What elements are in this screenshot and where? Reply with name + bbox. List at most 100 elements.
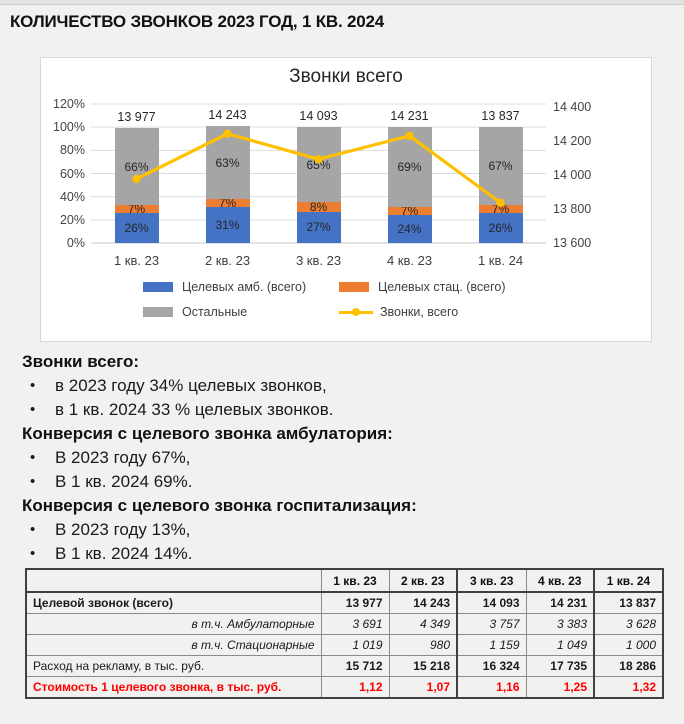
bar-segment: 31% bbox=[205, 207, 250, 243]
legend-item: Целевых амб. (всего) bbox=[143, 280, 339, 294]
note-list: в 2023 году 34% целевых звонков,в 1 кв. … bbox=[22, 374, 667, 422]
left-axis-tick: 80% bbox=[59, 143, 85, 158]
legend-line-swatch bbox=[339, 306, 373, 318]
bar-total-label: 13 837 bbox=[481, 109, 520, 124]
legend-label: Целевых стац. (всего) bbox=[378, 280, 506, 294]
legend-label: Целевых амб. (всего) bbox=[182, 280, 307, 294]
bar-segment-label: 67% bbox=[488, 158, 513, 173]
row-value: 18 286 bbox=[593, 655, 664, 677]
left-axis-tick: 100% bbox=[53, 120, 85, 135]
left-axis-tick: 40% bbox=[59, 189, 85, 204]
bar-total-label: 14 093 bbox=[299, 109, 338, 124]
table-header-cell: 1 кв. 23 bbox=[320, 568, 390, 593]
bar-segment: 7% bbox=[114, 201, 159, 216]
row-value: 15 218 bbox=[388, 655, 458, 677]
legend-line-dot bbox=[352, 308, 360, 316]
table-header-cell: 1 кв. 24 bbox=[593, 568, 664, 593]
bar-total-label: 14 243 bbox=[208, 108, 247, 123]
row-value: 980 bbox=[388, 634, 458, 656]
bar-segment-label: 24% bbox=[397, 222, 422, 237]
row-label: в т.ч. Амбулаторные bbox=[25, 613, 322, 635]
chart-card: Звонки всего 26% 7% 66% 13 977 31% 7% 63% 14 24… bbox=[40, 57, 652, 342]
table-row: Стоимость 1 целевого звонка, в тыс. руб.… bbox=[25, 676, 664, 699]
page-title: КОЛИЧЕСТВО ЗВОНКОВ 2023 ГОД, 1 КВ. 2024 bbox=[10, 12, 385, 31]
bar-segment: 65% bbox=[296, 127, 341, 203]
row-label: Стоимость 1 целевого звонка, в тыс. руб. bbox=[25, 676, 322, 699]
bar-segment: 7% bbox=[205, 196, 250, 211]
bar-segment-label: 7% bbox=[127, 201, 146, 216]
legend-item: Целевых стац. (всего) bbox=[339, 280, 569, 294]
legend-swatch bbox=[339, 282, 369, 292]
row-value: 1 000 bbox=[593, 634, 664, 656]
bar-segment: 66% bbox=[114, 128, 159, 205]
bar-segment-label: 27% bbox=[306, 220, 331, 235]
row-value: 1,07 bbox=[388, 676, 458, 699]
row-label: в т.ч. Стационарные bbox=[25, 634, 322, 656]
bar-segment-label: 7% bbox=[400, 204, 419, 219]
bar-segment: 26% bbox=[114, 212, 159, 243]
bar-segment-label: 31% bbox=[215, 218, 240, 233]
row-value: 1,32 bbox=[593, 676, 664, 699]
note-heading: Конверсия с целевого звонка амбулатория: bbox=[22, 424, 393, 443]
bar-segment-label: 7% bbox=[491, 201, 510, 216]
table-row: в т.ч. Стационарные 1 019 980 1 159 1 049 1 0… bbox=[25, 634, 664, 656]
kpi-table: 1 кв. 23 2 кв. 23 3 кв. 23 4 кв. 23 1 кв. 24… bbox=[25, 568, 664, 699]
category-label: 4 кв. 23 bbox=[386, 253, 433, 268]
note-list: В 2023 году 67%,В 1 кв. 2024 69%. bbox=[22, 446, 667, 494]
window-top-edge bbox=[0, 0, 684, 5]
note-item: в 2023 году 34% целевых звонков, bbox=[22, 374, 667, 398]
right-axis-tick: 14 400 bbox=[553, 100, 592, 115]
row-value: 17 735 bbox=[525, 655, 595, 677]
row-value: 14 093 bbox=[456, 591, 527, 614]
bar-segment-label: 7% bbox=[218, 196, 237, 211]
right-axis-tick: 13 800 bbox=[553, 202, 592, 216]
left-axis-tick: 20% bbox=[59, 212, 85, 227]
bar-segment: 7% bbox=[387, 204, 432, 219]
row-value: 1,25 bbox=[525, 676, 595, 699]
legend-label: Остальные bbox=[182, 305, 248, 319]
row-value: 3 628 bbox=[593, 613, 664, 635]
row-value: 1,16 bbox=[456, 676, 527, 699]
bar-total-label: 14 231 bbox=[390, 109, 429, 124]
bar-segment-label: 26% bbox=[488, 220, 513, 235]
row-value: 4 349 bbox=[388, 613, 458, 635]
legend-label: Звонки, всего bbox=[380, 305, 459, 319]
category-label: 3 кв. 23 bbox=[295, 253, 342, 268]
row-value: 16 324 bbox=[456, 655, 527, 677]
chart-legend: Целевых амб. (всего) Целевых стац. (всего… bbox=[143, 280, 569, 319]
note-item: в 1 кв. 2024 33 % целевых звонков. bbox=[22, 398, 667, 422]
note-heading: Конверсия с целевого звонка госпитализац… bbox=[22, 496, 417, 515]
bar-segment-label: 65% bbox=[306, 157, 331, 172]
table-header-row: 1 кв. 23 2 кв. 23 3 кв. 23 4 кв. 23 1 кв. 24 bbox=[25, 568, 664, 593]
table-header-cell: 3 кв. 23 bbox=[456, 568, 527, 593]
bar-segment: 24% bbox=[387, 215, 432, 243]
row-value: 1,12 bbox=[320, 676, 390, 699]
bar-segment-label: 63% bbox=[215, 155, 240, 170]
category-label: 1 кв. 24 bbox=[477, 253, 524, 268]
row-value: 1 049 bbox=[525, 634, 595, 656]
left-axis-tick: 0% bbox=[66, 236, 85, 250]
legend-item: Остальные bbox=[143, 305, 339, 319]
legend-swatch bbox=[143, 307, 173, 317]
row-value: 1 019 bbox=[320, 634, 390, 656]
row-label: Расход на рекламу, в тыс. руб. bbox=[25, 655, 322, 677]
total-calls-line bbox=[132, 129, 505, 207]
left-axis-tick: 60% bbox=[59, 166, 85, 181]
row-value: 1 159 bbox=[456, 634, 527, 656]
note-item: В 2023 году 67%, bbox=[22, 446, 667, 470]
row-value: 3 691 bbox=[320, 613, 390, 635]
row-value: 3 757 bbox=[456, 613, 527, 635]
category-label: 2 кв. 23 bbox=[204, 253, 251, 268]
right-axis-tick: 14 200 bbox=[553, 134, 592, 149]
row-value: 13 977 bbox=[320, 591, 390, 614]
note-item: В 1 кв. 2024 14%. bbox=[22, 542, 667, 566]
row-value: 3 383 bbox=[525, 613, 595, 635]
table-header-empty bbox=[25, 568, 322, 593]
category-label: 1 кв. 23 bbox=[113, 253, 160, 268]
bar-segment: 26% bbox=[478, 212, 523, 243]
note-item: В 2023 году 13%, bbox=[22, 518, 667, 542]
left-axis-tick: 120% bbox=[53, 97, 85, 111]
chart-title: Звонки всего bbox=[289, 66, 403, 87]
bar-segment: 27% bbox=[296, 211, 341, 243]
table-header-cell: 4 кв. 23 bbox=[525, 568, 595, 593]
